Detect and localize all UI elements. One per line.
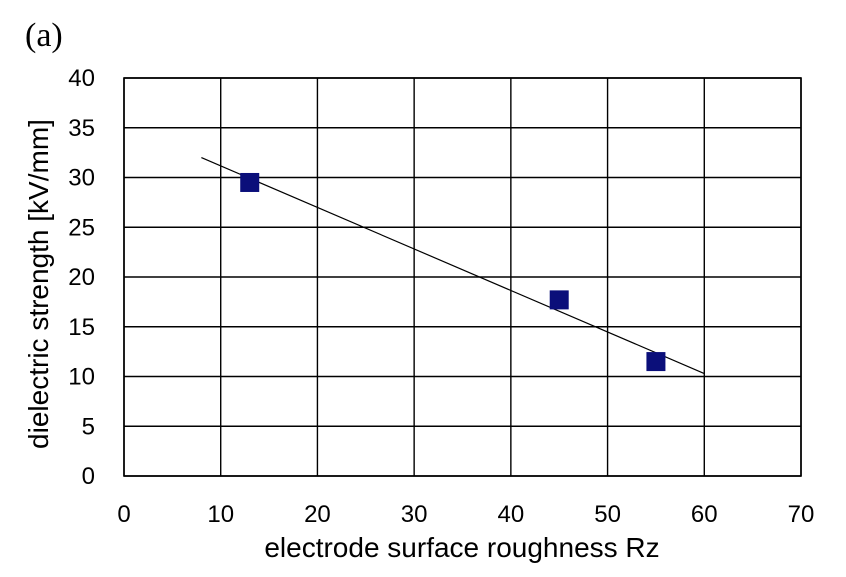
- grid-lines: [123, 77, 802, 477]
- y-tick-label: 25: [68, 214, 95, 241]
- y-tick-label: 0: [82, 463, 95, 490]
- y-tick-labels: 0 5 10 15 20 25 30 35 40: [68, 65, 95, 490]
- panel-label: (a): [25, 17, 63, 54]
- data-point: [549, 290, 569, 310]
- x-axis-label: electrode surface roughness Rz: [264, 532, 659, 563]
- x-tick-label: 0: [117, 501, 130, 528]
- data-point: [240, 172, 260, 192]
- y-tick-label: 40: [68, 65, 95, 92]
- y-tick-label: 15: [68, 314, 95, 341]
- y-tick-label: 10: [68, 364, 95, 391]
- x-tick-label: 60: [691, 501, 718, 528]
- data-markers: [240, 172, 666, 372]
- y-tick-label: 35: [68, 115, 95, 142]
- plot-area: 0 10 20 30 40 50 60 70 0 5 10 15 20 25 30 35 40: [68, 65, 814, 528]
- x-tick-labels: 0 10 20 30 40 50 60 70: [117, 501, 814, 528]
- y-tick-label: 20: [68, 264, 95, 291]
- trendline-layer: [201, 157, 705, 375]
- x-tick-label: 40: [498, 501, 525, 528]
- x-tick-label: 20: [304, 501, 331, 528]
- y-tick-label: 5: [82, 413, 95, 440]
- x-tick-label: 30: [401, 501, 428, 528]
- x-tick-label: 10: [207, 501, 234, 528]
- trendline: [201, 157, 705, 375]
- y-tick-label: 30: [68, 165, 95, 192]
- y-axis-label: dielectric strength [kV/mm]: [23, 119, 54, 449]
- x-tick-label: 70: [788, 501, 815, 528]
- data-point: [646, 352, 666, 372]
- x-tick-label: 50: [594, 501, 621, 528]
